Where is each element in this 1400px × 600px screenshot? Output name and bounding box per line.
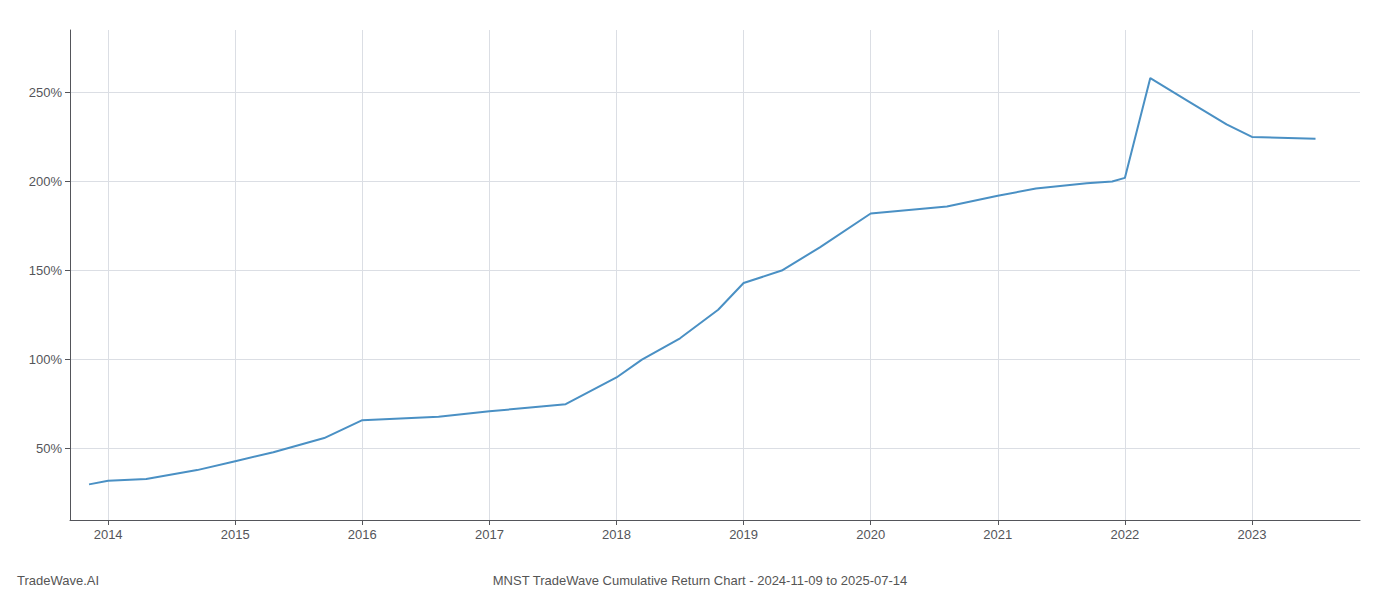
svg-text:150%: 150% bbox=[29, 263, 63, 278]
svg-text:100%: 100% bbox=[29, 352, 63, 367]
svg-text:2016: 2016 bbox=[348, 527, 377, 542]
svg-text:MNST TradeWave Cumulative Retu: MNST TradeWave Cumulative Return Chart -… bbox=[493, 573, 908, 588]
svg-text:2014: 2014 bbox=[94, 527, 123, 542]
svg-text:2022: 2022 bbox=[1110, 527, 1139, 542]
svg-text:2023: 2023 bbox=[1238, 527, 1267, 542]
svg-text:50%: 50% bbox=[36, 441, 62, 456]
svg-text:2021: 2021 bbox=[983, 527, 1012, 542]
svg-text:2018: 2018 bbox=[602, 527, 631, 542]
svg-text:2019: 2019 bbox=[729, 527, 758, 542]
svg-text:TradeWave.AI: TradeWave.AI bbox=[17, 573, 99, 588]
svg-text:2015: 2015 bbox=[221, 527, 250, 542]
svg-text:2017: 2017 bbox=[475, 527, 504, 542]
svg-text:200%: 200% bbox=[29, 174, 63, 189]
svg-text:250%: 250% bbox=[29, 85, 63, 100]
svg-text:2020: 2020 bbox=[856, 527, 885, 542]
